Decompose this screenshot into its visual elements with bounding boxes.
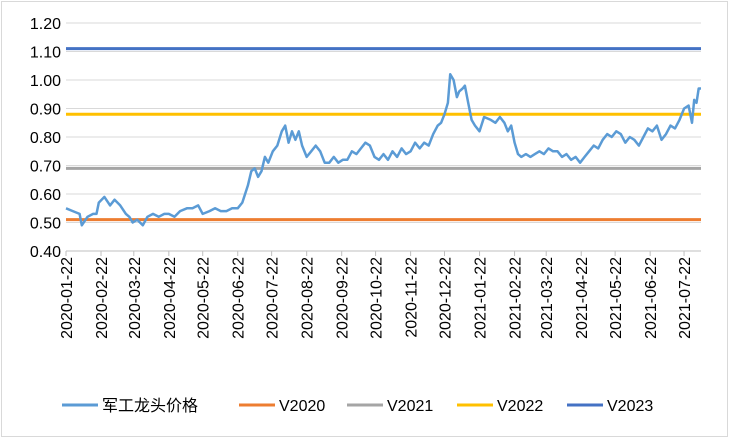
x-tick-label: 2020-05-22: [196, 257, 213, 339]
y-tick-label: 0.40: [30, 244, 61, 261]
x-tick-label: 2020-07-22: [265, 257, 282, 339]
x-tick-label: 2020-09-22: [335, 257, 352, 339]
x-tick-label: 2020-04-22: [162, 257, 179, 339]
x-tick-label: 2020-12-22: [438, 257, 455, 339]
x-tick-label: 2021-03-22: [539, 257, 556, 339]
series-line-price: [65, 73, 701, 227]
x-tick-label: 2020-11-22: [404, 257, 421, 338]
x-tick-label: 2020-10-22: [369, 257, 386, 339]
y-tick-label: 0.80: [30, 130, 61, 147]
series-layer: [65, 47, 701, 227]
x-tick-label: 2021-02-22: [508, 257, 525, 339]
x-tick-label: 2021-07-22: [677, 257, 694, 339]
y-tick-label: 1.00: [30, 73, 61, 90]
legend-label: V2023: [607, 398, 653, 415]
x-tick-label: 2020-01-22: [59, 257, 76, 339]
x-tick-label: 2021-04-22: [574, 257, 591, 339]
x-tick-label: 2021-06-22: [643, 257, 660, 339]
x-axis: 2020-01-22 2020-02-22 2020-03-22 2020-04-22…: [59, 250, 701, 339]
legend-label: V2021: [387, 398, 433, 415]
y-tick-label: 1.10: [30, 45, 61, 62]
legend-label: V2022: [497, 398, 543, 415]
x-tick-label: 2020-02-22: [94, 257, 111, 339]
x-tick-label: 2021-05-22: [608, 257, 625, 339]
x-tick-label: 2020-03-22: [127, 257, 144, 339]
y-tick-label: 0.60: [30, 187, 61, 204]
y-tick-label: 0.50: [30, 216, 61, 233]
y-tick-label: 0.90: [30, 102, 61, 119]
y-tick-label: 0.70: [30, 159, 61, 176]
legend: 军工龙头价格 V2020 V2021 V2022 V2023: [62, 397, 653, 415]
y-tick-label: 1.20: [30, 16, 61, 33]
x-tick-label: 2021-01-22: [473, 257, 490, 339]
x-tick-label: 2020-06-22: [231, 257, 248, 339]
y-axis: 0.40 0.50 0.60 0.70 0.80 0.90 1.00 1.10 1.20: [30, 16, 61, 261]
legend-label: 军工龙头价格: [102, 397, 198, 415]
gridlines: [66, 22, 701, 223]
legend-label: V2020: [279, 398, 325, 415]
x-tick-label: 2020-08-22: [300, 257, 317, 339]
